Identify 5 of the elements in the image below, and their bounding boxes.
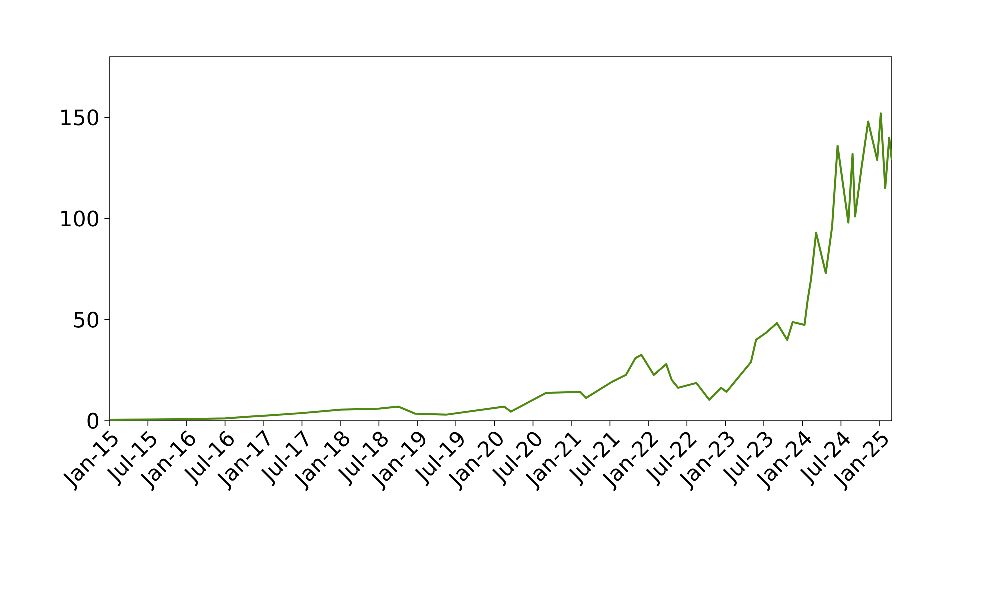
y-tick-label: 0 [88, 412, 99, 430]
y-tick-label: 100 [62, 210, 99, 227]
y-tick-label: 50 [74, 312, 99, 328]
line-series [110, 112, 892, 421]
y-tick-label: 150 [62, 110, 99, 126]
